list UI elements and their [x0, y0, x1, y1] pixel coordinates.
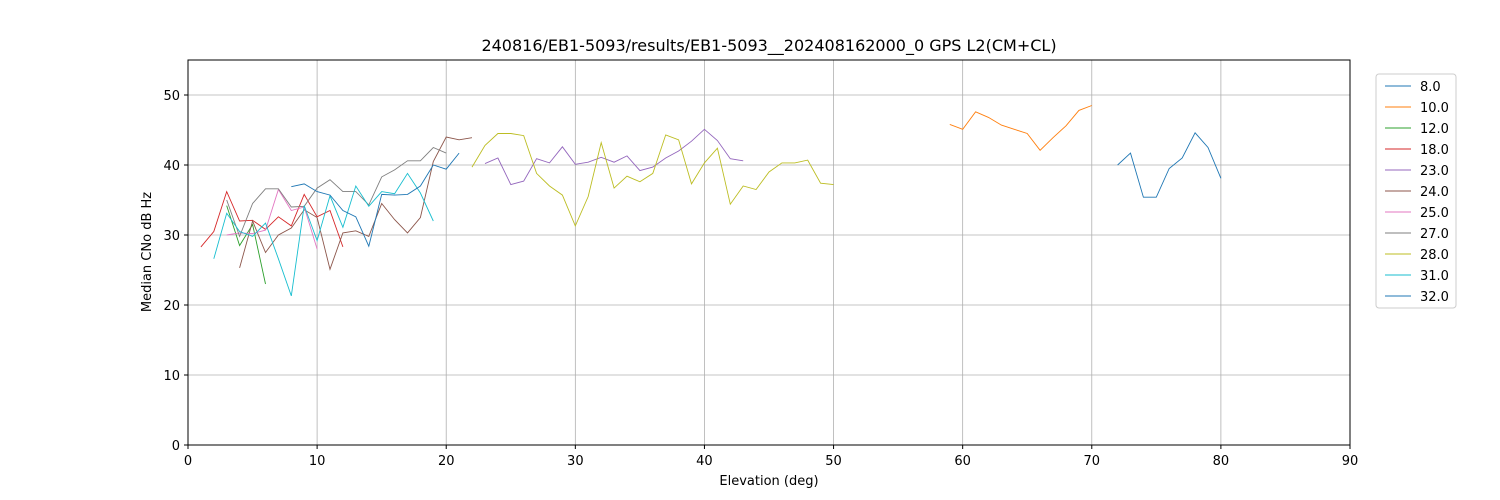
legend-label: 25.0 — [1420, 206, 1449, 221]
series-line-28-0 — [471, 133, 834, 228]
legend-label: 24.0 — [1420, 185, 1449, 200]
axis-ticks: 0 10 20 30 40 50 60 70 80 90 0 10 20 30 40 50 — [163, 89, 1358, 469]
y-tick-label: 50 — [163, 89, 180, 104]
legend-label: 31.0 — [1420, 269, 1449, 284]
chart-title: 240816/EB1-5093/results/EB1-5093__202408… — [481, 36, 1056, 56]
x-tick-label: 50 — [825, 454, 842, 469]
legend-label: 23.0 — [1420, 164, 1449, 179]
series-line-10-0 — [949, 105, 1092, 151]
series-line-18-0 — [200, 190, 344, 248]
series-line-27-0 — [226, 146, 447, 238]
y-tick-label: 40 — [163, 159, 180, 174]
y-tick-label: 20 — [163, 299, 180, 314]
legend-label: 8.0 — [1420, 80, 1441, 95]
y-tick-label: 30 — [163, 229, 180, 244]
series-line-12-0 — [226, 205, 266, 285]
x-tick-label: 0 — [184, 454, 192, 469]
x-tick-label: 90 — [1342, 454, 1359, 469]
legend: 8.0 10.0 12.0 18.0 23.0 24.0 25.0 27.0 28.0 31.0 3… — [1375, 73, 1457, 309]
x-axis-label: Elevation (deg) — [719, 474, 818, 489]
legend-label: 18.0 — [1420, 143, 1449, 158]
series-line-23-0 — [484, 128, 744, 186]
x-tick-label: 60 — [954, 454, 971, 469]
legend-label: 27.0 — [1420, 227, 1449, 242]
plot-area-frame — [187, 59, 1351, 446]
legend-frame — [1375, 73, 1457, 309]
series-line-8-0 — [1117, 132, 1222, 198]
x-tick-label: 80 — [1213, 454, 1230, 469]
x-tick-label: 40 — [696, 454, 713, 469]
grid-lines — [187, 60, 1351, 446]
x-tick-label: 70 — [1084, 454, 1101, 469]
y-axis-label: Median CNo dB Hz — [140, 192, 155, 312]
legend-label: 32.0 — [1420, 290, 1449, 305]
x-tick-label: 10 — [309, 454, 326, 469]
legend-label: 10.0 — [1420, 101, 1449, 116]
y-tick-label: 10 — [163, 369, 180, 384]
series-line-25-0 — [226, 188, 318, 250]
x-tick-label: 20 — [438, 454, 455, 469]
legend-label: 28.0 — [1420, 248, 1449, 263]
x-tick-label: 30 — [567, 454, 584, 469]
series-line-31-0 — [213, 172, 434, 297]
legend-label: 12.0 — [1420, 122, 1449, 137]
series-line-32-0 — [291, 152, 460, 248]
y-tick-label: 0 — [172, 439, 180, 454]
series-line-24-0 — [239, 136, 473, 271]
series-lines — [200, 105, 1222, 297]
